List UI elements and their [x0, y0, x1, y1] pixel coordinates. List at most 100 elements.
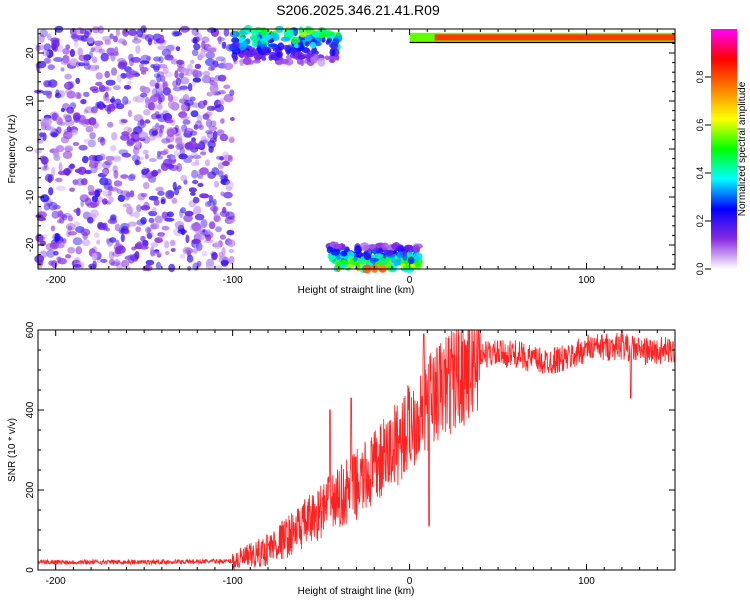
heatmap-cell — [275, 51, 282, 58]
heatmap-cell — [219, 234, 226, 240]
heatmap-cell — [213, 241, 221, 250]
heatmap-cell — [333, 243, 342, 249]
heatmap-cell — [150, 250, 156, 257]
heatmap-cell — [193, 205, 202, 213]
heatmap-cell — [45, 243, 54, 251]
heatmap-cell — [221, 41, 227, 49]
heatmap-cell — [66, 106, 75, 114]
heatmap-cell — [91, 195, 98, 203]
spectrogram-y-tick-label: -20 — [25, 237, 36, 252]
heatmap-cell — [368, 243, 377, 250]
colorbar-tick-label: 0.2 — [695, 215, 705, 228]
heatmap-cell — [262, 46, 268, 53]
heatmap-cell — [187, 140, 198, 150]
heatmap-cell — [179, 85, 188, 92]
heatmap-cell — [220, 191, 225, 197]
heatmap-cell — [150, 94, 158, 103]
heatmap-cell — [185, 68, 193, 77]
heatmap-cell — [407, 256, 415, 265]
heatmap-cell — [208, 125, 218, 132]
heatmap-cell — [232, 55, 238, 62]
heatmap-cell — [113, 51, 119, 57]
heatmap-cell — [42, 166, 48, 171]
heatmap-cell — [63, 81, 74, 90]
heatmap-cell — [69, 102, 77, 110]
heatmap-cell — [57, 210, 64, 218]
heatmap-cell — [157, 168, 162, 174]
heatmap-cell — [145, 259, 155, 266]
heatmap-cell — [268, 43, 278, 48]
heatmap-cell — [144, 119, 151, 124]
heatmap-cell — [413, 252, 423, 261]
heatmap-cell — [155, 114, 162, 119]
heatmap-cell — [152, 125, 159, 130]
snr-panel: -200 -100 0 100 0 200 400 600 Height of straig… — [7, 321, 676, 597]
heatmap-cell — [136, 241, 143, 250]
heatmap-cell — [280, 36, 290, 42]
heatmap-cell — [155, 261, 162, 270]
heatmap-cell — [69, 49, 75, 57]
heatmap-cell — [93, 45, 103, 53]
snr-y-tick-label: 400 — [25, 401, 36, 418]
heatmap-cell — [37, 216, 46, 222]
heatmap-cell — [157, 190, 165, 196]
heatmap-cell — [307, 27, 315, 35]
heatmap-cell — [87, 65, 98, 71]
heatmap-cell — [144, 153, 149, 160]
heatmap-cell — [148, 158, 157, 162]
heatmap-cell — [402, 250, 408, 256]
heatmap-cell — [117, 38, 127, 44]
colorbar-ticks: 0.0 0.2 0.4 0.6 0.8 — [695, 71, 711, 275]
heatmap-cell — [40, 194, 50, 203]
heatmap-cell — [139, 60, 150, 65]
heatmap-cell — [141, 86, 151, 94]
heatmap-cell — [161, 225, 170, 231]
heatmap-cell — [150, 222, 160, 230]
heatmap-cell — [39, 250, 48, 259]
heatmap-cell — [83, 91, 90, 97]
heatmap-cell — [122, 203, 132, 208]
heatmap-cell — [104, 178, 112, 186]
heatmap-cell — [160, 75, 166, 83]
heatmap-cell — [328, 31, 336, 36]
heatmap-cell — [162, 110, 170, 117]
heatmap-cells — [33, 24, 675, 274]
heatmap-cell — [64, 145, 74, 153]
snr-x-ticks: -200 -100 0 100 — [37, 330, 676, 587]
heatmap-cell — [113, 170, 119, 179]
heatmap-cell — [60, 107, 65, 113]
heatmap-cell — [187, 63, 193, 71]
heatmap-cell — [102, 190, 110, 197]
heatmap-cell — [69, 187, 75, 192]
heatmap-cell — [181, 124, 188, 132]
heatmap-cell — [83, 109, 89, 114]
heatmap-cell — [75, 77, 81, 84]
colorbar-tick-label: 0.8 — [695, 71, 705, 84]
heatmap-cell — [309, 41, 317, 49]
heatmap-cell — [99, 103, 105, 111]
heatmap-cell — [167, 144, 175, 150]
heatmap-cell — [35, 233, 44, 243]
heatmap-cell — [317, 27, 326, 33]
heatmap-cell — [180, 174, 188, 182]
snr-y-ticks: 0 200 400 600 — [25, 321, 675, 573]
heatmap-cell — [192, 179, 199, 185]
heatmap-cell — [114, 98, 122, 106]
heatmap-cell — [61, 214, 68, 221]
heatmap-cell — [199, 193, 209, 199]
heatmap-cell — [335, 31, 341, 37]
heatmap-cell — [60, 67, 65, 72]
heatmap-cell — [112, 251, 122, 257]
heatmap-cell — [391, 243, 399, 249]
heatmap-cell — [120, 174, 129, 180]
heatmap-cell — [242, 57, 252, 65]
heatmap-cell — [43, 80, 52, 88]
heatmap-cell — [60, 58, 70, 65]
heatmap-cell — [184, 247, 194, 254]
heatmap-cell — [186, 254, 194, 263]
heatmap-cell — [52, 204, 61, 210]
heatmap-cell — [131, 38, 142, 44]
heatmap-cell — [94, 188, 103, 193]
heatmap-cell — [329, 55, 336, 61]
heatmap-cell — [153, 65, 160, 73]
